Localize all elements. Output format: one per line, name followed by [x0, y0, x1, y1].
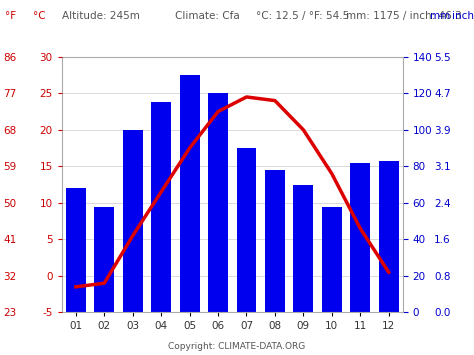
Bar — [379, 161, 399, 312]
Text: Climate: Cfa: Climate: Cfa — [175, 11, 240, 21]
Bar — [265, 170, 285, 312]
Bar — [66, 188, 86, 312]
Bar — [151, 103, 171, 312]
Text: Copyright: CLIMATE-DATA.ORG: Copyright: CLIMATE-DATA.ORG — [168, 343, 306, 351]
Bar — [180, 75, 200, 312]
Text: mm: 1175 / inch: 46.3: mm: 1175 / inch: 46.3 — [346, 11, 462, 21]
Text: Altitude: 245m: Altitude: 245m — [62, 11, 139, 21]
Bar — [237, 148, 256, 312]
Bar — [123, 130, 143, 312]
Bar — [94, 207, 114, 312]
Text: °C: °C — [33, 11, 46, 21]
Bar — [322, 207, 342, 312]
Bar — [208, 93, 228, 312]
Text: inch: inch — [452, 11, 474, 21]
Text: mm: mm — [430, 11, 451, 21]
Text: °C: 12.5 / °F: 54.5: °C: 12.5 / °F: 54.5 — [256, 11, 349, 21]
Text: °F: °F — [5, 11, 16, 21]
Bar — [293, 185, 313, 312]
Bar — [350, 163, 370, 312]
